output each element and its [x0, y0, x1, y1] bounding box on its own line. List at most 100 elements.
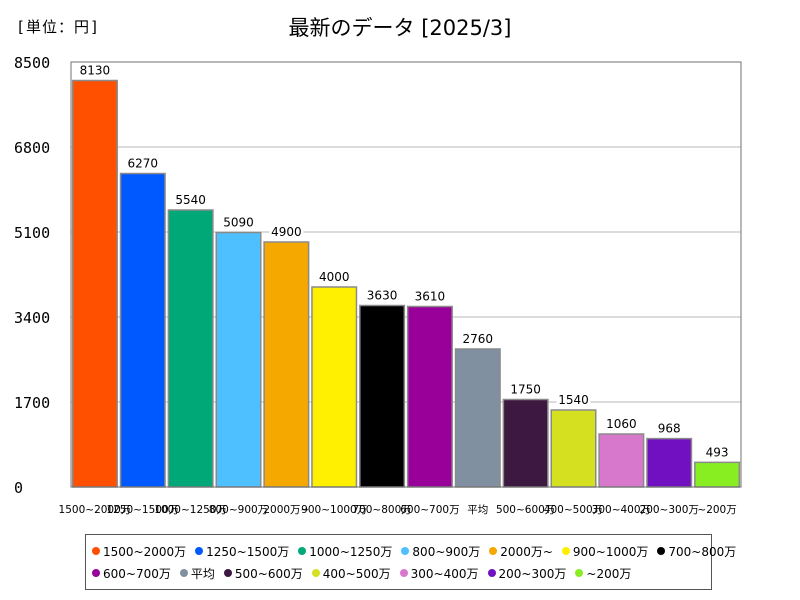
x-tick-label: 平均 [467, 504, 488, 516]
x-axis-ticks: 1500~2000万1250~1500万1000~1250万800~900万20… [59, 504, 737, 516]
legend-item: 800~900万 [401, 543, 480, 560]
legend-item: 2000万~ [489, 543, 553, 560]
legend-marker [92, 569, 100, 577]
legend-label: 1250~1500万 [206, 544, 290, 559]
x-tick-label: 500~600万 [496, 504, 555, 516]
legend-marker [401, 547, 410, 555]
legend-label: 平均 [190, 566, 215, 581]
unit-label: [単位：円] [16, 18, 101, 36]
x-tick-label: 1000~1250万 [154, 504, 227, 516]
x-tick-label: 300~400万 [592, 504, 651, 516]
y-axis-ticks: 0 1700 3400 5100 6800 8500 [14, 54, 50, 497]
value-label: 1060 [606, 417, 637, 431]
legend-marker [399, 569, 408, 577]
legend-marker [311, 569, 320, 577]
legend-item: 400~500万 [311, 565, 391, 582]
x-tick-label: 600~700万 [400, 504, 459, 516]
legend-label: 400~500万 [322, 566, 391, 581]
legend-label: 200~300万 [498, 566, 567, 581]
legend-marker [223, 569, 232, 577]
y-tick-label: 0 [14, 479, 23, 497]
bars [71, 79, 741, 488]
legend-marker [489, 547, 498, 555]
value-label: 1750 [510, 383, 541, 397]
bar [263, 241, 310, 488]
value-label-bg [77, 62, 112, 78]
value-label-bg [556, 392, 591, 407]
legend-label: 1000~1250万 [309, 544, 393, 559]
x-tick-label: ~200万 [697, 504, 736, 516]
legend-label: 2000万~ [500, 544, 553, 559]
y-tick-label: 8500 [14, 54, 50, 72]
legend-item: 1000~1250万 [298, 543, 392, 560]
bar [694, 461, 741, 488]
value-label: 968 [658, 422, 681, 436]
x-tick-label: 900~1000万 [301, 504, 367, 516]
value-label-bg [508, 381, 543, 397]
bar [550, 409, 597, 488]
legend-marker [575, 569, 584, 577]
legend-item: 600~700万 [92, 565, 171, 582]
value-label: 8130 [80, 64, 111, 78]
chart-legend: 1500~2000万 1250~1500万 1000~1250万 800~900万 20… [85, 534, 736, 590]
value-labels: 8130 6270 5540 5090 4900 4000 3630 3610 2760 1750… [77, 62, 735, 460]
legend-marker [179, 569, 188, 577]
bar [598, 433, 645, 488]
value-label-bg [412, 288, 447, 304]
legend-row: 600~700万 平均 500~600万 400~500万 300~400万 200~30… [92, 562, 711, 584]
y-tick-label: 1700 [14, 394, 50, 412]
legend-label: 1500~2000万 [103, 544, 187, 559]
legend-item: 300~400万 [399, 565, 479, 582]
x-tick-label: 400~500万 [544, 504, 603, 516]
value-label: 493 [706, 445, 729, 459]
x-tick-label: 1250~1500万 [106, 504, 179, 516]
bar [71, 79, 118, 488]
value-label-bg [700, 444, 735, 460]
legend-marker [92, 547, 100, 555]
legend-item: 平均 [179, 565, 215, 582]
bar [311, 286, 358, 488]
x-tick-label: 200~300万 [640, 504, 699, 516]
value-label: 3630 [367, 289, 398, 303]
x-tick-label: 800~900万 [209, 504, 268, 516]
bar [215, 231, 262, 488]
legend-marker [561, 547, 570, 555]
bar [406, 305, 453, 488]
y-tick-label: 6800 [14, 139, 50, 157]
value-label: 3610 [415, 290, 446, 304]
value-label: 2760 [463, 332, 494, 346]
bar [454, 348, 501, 488]
value-label-bg [173, 192, 208, 207]
value-label-bg [365, 287, 400, 303]
legend-item: 900~1000万 [561, 543, 648, 560]
bar [167, 209, 214, 488]
legend-label: 500~600万 [234, 566, 303, 581]
value-label: 5540 [175, 193, 206, 207]
value-label-bg [221, 214, 256, 230]
plot-area-frame [70, 61, 742, 488]
legend-marker [657, 547, 666, 555]
legend-marker [487, 569, 496, 577]
bar [359, 304, 406, 488]
legend-marker [298, 547, 307, 555]
legend-item: 1250~1500万 [195, 543, 289, 560]
value-label-bg [269, 224, 304, 239]
legend-row: 1500~2000万 1250~1500万 1000~1250万 800~900万 20… [92, 540, 736, 562]
bar [119, 172, 166, 488]
value-label: 4900 [271, 225, 302, 239]
chart-title: 最新のデータ [2025/3] [288, 16, 512, 40]
bar [646, 437, 693, 488]
legend-marker [195, 547, 204, 555]
value-label: 5090 [223, 216, 254, 230]
value-label: 4000 [319, 270, 350, 284]
legend-label: 300~400万 [410, 566, 479, 581]
value-label-bg [604, 416, 639, 431]
x-tick-label: 700~800万 [352, 504, 411, 516]
y-tick-label: 5100 [14, 224, 50, 242]
y-tick-label: 3400 [14, 309, 50, 327]
legend-item: 1500~2000万 [92, 543, 186, 560]
bar-chart: 0 1700 3400 5100 6800 8500 8130 6270 5540 5090 49… [14, 54, 742, 516]
legend-item: 200~300万 [487, 565, 567, 582]
value-label-bg [460, 331, 495, 346]
value-label-bg [317, 269, 352, 284]
